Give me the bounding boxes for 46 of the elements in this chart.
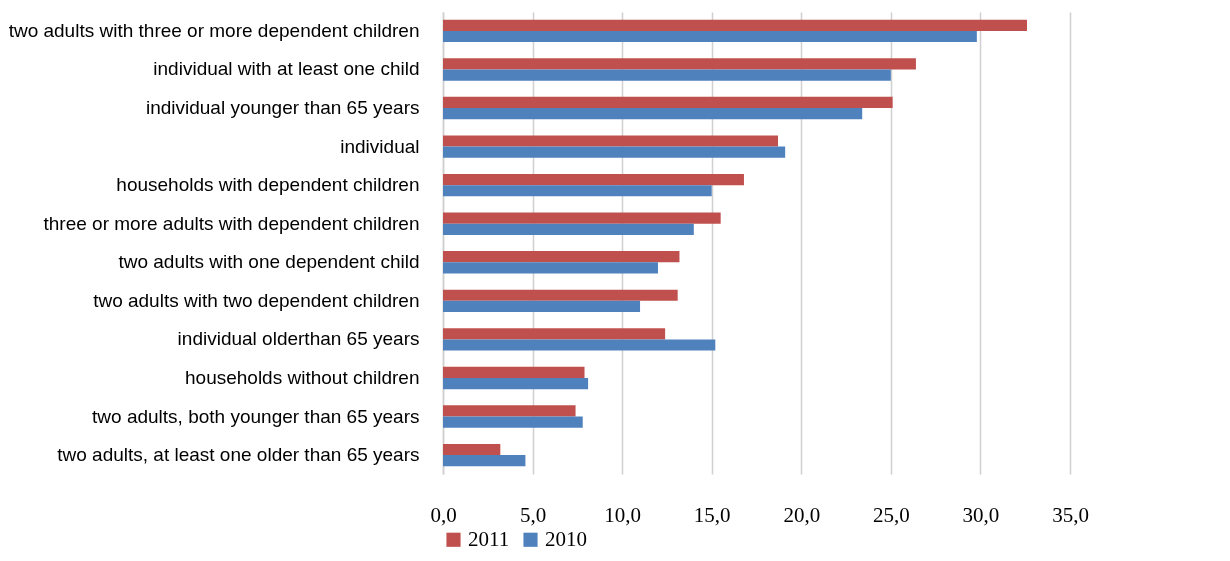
bar	[443, 223, 694, 235]
bar	[443, 262, 658, 274]
bar	[443, 173, 744, 186]
y-tick-label: households without children	[185, 366, 420, 388]
y-tick-label: two adults, both younger than 65 years	[92, 405, 420, 427]
legend-label: 2011	[468, 526, 510, 551]
y-tick-label: three or more adults with dependent children	[43, 212, 420, 234]
y-tick-label: individual younger than 65 years	[145, 97, 420, 119]
bar	[443, 58, 916, 70]
bar	[443, 251, 680, 263]
bar	[443, 377, 589, 390]
x-tick-label: 10,0	[604, 502, 642, 527]
bar	[443, 416, 583, 428]
bar	[443, 108, 863, 120]
bar	[443, 289, 678, 301]
y-tick-label: households with dependent children	[116, 174, 420, 196]
bar	[443, 185, 712, 197]
bar	[443, 135, 778, 147]
y-tick-label: individual olderthan 65 years	[177, 328, 420, 350]
x-tick-label: 15,0	[693, 502, 731, 527]
x-tick-label: 0,0	[430, 502, 457, 527]
y-tick-label: two adults with three or more dependent children	[8, 19, 420, 41]
bar	[443, 69, 891, 81]
bar	[443, 96, 893, 109]
bar	[443, 146, 786, 158]
bar	[443, 443, 501, 456]
x-tick-label: 20,0	[783, 502, 821, 527]
bar	[443, 455, 526, 467]
y-tick-label: two adults with one dependent child	[118, 251, 420, 273]
bar	[443, 405, 576, 417]
x-tick-label: 30,0	[962, 502, 1000, 527]
x-tick-label: 35,0	[1052, 502, 1089, 527]
bar	[443, 300, 641, 313]
bar	[443, 339, 716, 351]
bar	[443, 328, 666, 340]
x-tick-label: 5,0	[519, 502, 547, 527]
y-tick-label: two adults with two dependent children	[93, 289, 420, 311]
y-tick-label: individual	[340, 135, 420, 157]
y-tick-label: two adults, at least one older than 65 years	[57, 444, 420, 466]
bar	[443, 366, 585, 378]
bar	[443, 19, 1028, 31]
bar	[443, 212, 721, 224]
x-tick-label: 25,0	[872, 502, 910, 527]
y-tick-label: individual with at least one child	[153, 58, 420, 80]
bar	[443, 30, 977, 43]
legend-label: 2010	[545, 526, 587, 551]
